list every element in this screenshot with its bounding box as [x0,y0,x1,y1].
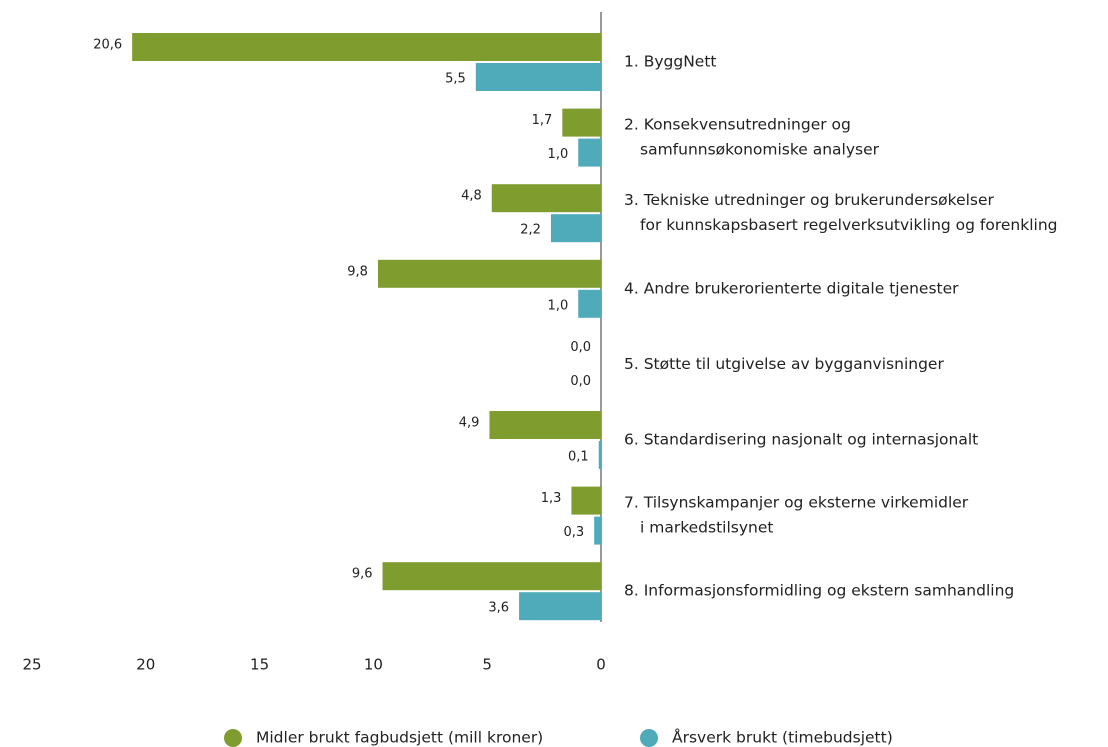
bar [475,63,601,91]
legend-label: Midler brukt fagbudsjett (mill kroner) [256,729,543,747]
category-label: for kunnskapsbasert regelverksutvikling … [640,216,1058,234]
bar [562,108,601,137]
x-tick-label: 5 [482,656,492,674]
value-label: 3,6 [488,601,509,616]
value-label: 0,0 [570,374,591,389]
value-label: 9,8 [347,264,368,279]
legend-swatch [224,729,242,747]
category-label: i markedstilsynet [640,519,773,537]
legend-label: Årsverk brukt (timebudsjett) [672,728,893,747]
value-label: 20,6 [93,38,122,53]
value-label: 0,0 [570,340,591,355]
bar [519,592,601,621]
x-tick-label: 0 [596,656,606,674]
category-label: 3. Tekniske utredninger og brukerundersø… [624,191,995,209]
category-label: 4. Andre brukerorienterte digitale tjene… [624,279,959,297]
x-tick-label: 15 [250,656,269,674]
value-label: 0,1 [568,450,589,465]
legend-swatch [640,729,658,747]
value-label: 9,6 [352,567,373,582]
bar [491,184,601,213]
value-label: 5,5 [445,72,466,87]
value-label: 2,2 [520,223,541,238]
category-label: 6. Standardisering nasjonalt og internas… [624,431,978,449]
value-label: 1,0 [548,298,569,313]
category-label: 5. Støtte til utgivelse av bygganvisning… [624,355,944,373]
x-tick-label: 20 [136,656,155,674]
value-label: 1,3 [541,491,562,506]
bar [578,138,601,167]
category-label: 7. Tilsynskampanjer og eksterne virkemid… [624,494,969,512]
bar [571,486,601,515]
value-label: 4,9 [459,416,480,431]
value-label: 1,0 [548,147,569,162]
category-label: 2. Konsekvensutredninger og [624,116,851,134]
bar [377,259,601,288]
bar [382,562,601,591]
bar [594,516,601,545]
bar [132,33,602,61]
value-label: 0,3 [563,525,584,540]
bar [598,441,601,469]
x-tick-label: 10 [364,656,383,674]
category-label: 1. ByggNett [624,53,717,71]
bar [578,289,601,318]
x-tick-label: 25 [22,656,41,674]
bar [550,214,601,243]
bar [489,411,601,439]
value-label: 1,7 [532,113,553,128]
category-label: 8. Informasjonsformidling og ekstern sam… [624,582,1014,600]
value-label: 4,8 [461,189,482,204]
category-label: samfunnsøkonomiske analyser [640,141,880,159]
